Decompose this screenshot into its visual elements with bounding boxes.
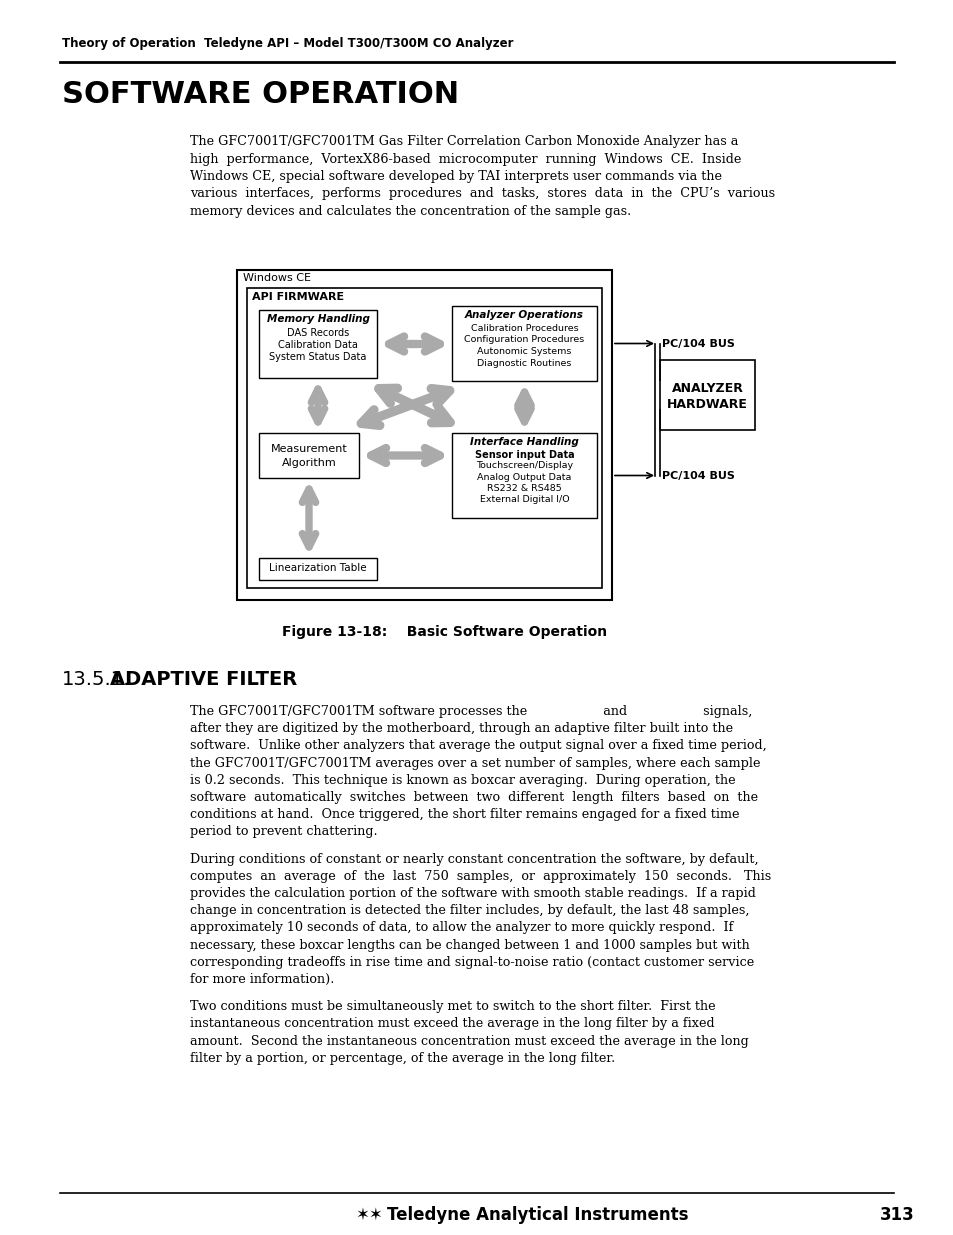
Text: Algorithm: Algorithm: [281, 458, 336, 468]
Bar: [452, 433, 597, 517]
Text: Calibration Procedures: Calibration Procedures: [470, 324, 578, 333]
Text: software.  Unlike other analyzers that average the output signal over a fixed ti: software. Unlike other analyzers that av…: [190, 740, 766, 752]
Text: SOFTWARE OPERATION: SOFTWARE OPERATION: [62, 80, 458, 109]
Text: the GFC7001T/GFC7001TM averages over a set number of samples, where each sample: the GFC7001T/GFC7001TM averages over a s…: [190, 757, 760, 769]
Text: various  interfaces,  performs  procedures  and  tasks,  stores  data  in  the  : various interfaces, performs procedures …: [190, 188, 774, 200]
Text: The GFC7001T/GFC7001TM software processes the                   and             : The GFC7001T/GFC7001TM software processe…: [190, 705, 752, 718]
Text: External Digital I/O: External Digital I/O: [479, 495, 569, 505]
Bar: [247, 288, 601, 588]
Text: RS232 & RS485: RS232 & RS485: [487, 484, 561, 493]
Text: Windows CE, special software developed by TAI interprets user commands via the: Windows CE, special software developed b…: [190, 170, 721, 183]
Text: Calibration Data: Calibration Data: [277, 340, 357, 350]
Text: computes  an  average  of  the  last  750  samples,  or  approximately  150  sec: computes an average of the last 750 samp…: [190, 869, 770, 883]
Bar: [258, 433, 358, 478]
Text: DAS Records: DAS Records: [287, 329, 349, 338]
Text: Analog Output Data: Analog Output Data: [476, 473, 571, 482]
Text: Autonomic Systems: Autonomic Systems: [476, 347, 571, 356]
Text: API FIRMWARE: API FIRMWARE: [252, 291, 344, 303]
Text: amount.  Second the instantaneous concentration must exceed the average in the l: amount. Second the instantaneous concent…: [190, 1035, 748, 1047]
Text: Windows CE: Windows CE: [243, 273, 311, 283]
Text: Interface Handling: Interface Handling: [470, 437, 578, 447]
Text: approximately 10 seconds of data, to allow the analyzer to more quickly respond.: approximately 10 seconds of data, to all…: [190, 921, 733, 935]
Text: ✶✶: ✶✶: [355, 1207, 382, 1224]
Text: Measurement: Measurement: [271, 445, 347, 454]
Text: 313: 313: [879, 1207, 914, 1224]
Text: Linearization Table: Linearization Table: [269, 563, 366, 573]
Text: Configuration Procedures: Configuration Procedures: [464, 336, 584, 345]
Text: period to prevent chattering.: period to prevent chattering.: [190, 825, 377, 839]
Bar: [236, 270, 612, 600]
Text: System Status Data: System Status Data: [269, 352, 366, 362]
Text: PC/104 BUS: PC/104 BUS: [661, 471, 734, 480]
Text: Figure 13-18:    Basic Software Operation: Figure 13-18: Basic Software Operation: [282, 625, 606, 638]
Text: Teledyne Analytical Instruments: Teledyne Analytical Instruments: [387, 1207, 688, 1224]
Text: for more information).: for more information).: [190, 973, 334, 986]
Text: ANALYZER: ANALYZER: [671, 382, 742, 395]
Text: Memory Handling: Memory Handling: [266, 314, 369, 324]
Bar: [258, 558, 376, 580]
Text: Analyzer Operations: Analyzer Operations: [464, 310, 583, 320]
Bar: [452, 306, 597, 382]
Text: Diagnostic Routines: Diagnostic Routines: [476, 358, 571, 368]
Text: corresponding tradeoffs in rise time and signal-to-noise ratio (contact customer: corresponding tradeoffs in rise time and…: [190, 956, 754, 968]
Text: Touchscreen/Display: Touchscreen/Display: [476, 461, 573, 471]
Text: 13.5.1.: 13.5.1.: [62, 671, 131, 689]
Text: is 0.2 seconds.  This technique is known as boxcar averaging.  During operation,: is 0.2 seconds. This technique is known …: [190, 774, 735, 787]
Text: Two conditions must be simultaneously met to switch to the short filter.  First : Two conditions must be simultaneously me…: [190, 1000, 715, 1013]
Text: instantaneous concentration must exceed the average in the long filter by a fixe: instantaneous concentration must exceed …: [190, 1018, 714, 1030]
Text: memory devices and calculates the concentration of the sample gas.: memory devices and calculates the concen…: [190, 205, 631, 219]
Text: Theory of Operation  Teledyne API – Model T300/T300M CO Analyzer: Theory of Operation Teledyne API – Model…: [62, 37, 513, 49]
Text: change in concentration is detected the filter includes, by default, the last 48: change in concentration is detected the …: [190, 904, 749, 918]
Text: Sensor input Data: Sensor input Data: [475, 450, 574, 459]
Text: necessary, these boxcar lengths can be changed between 1 and 1000 samples but wi: necessary, these boxcar lengths can be c…: [190, 939, 749, 952]
Bar: [258, 310, 376, 378]
Text: ADAPTIVE FILTER: ADAPTIVE FILTER: [110, 671, 297, 689]
Text: software  automatically  switches  between  two  different  length  filters  bas: software automatically switches between …: [190, 790, 758, 804]
Text: HARDWARE: HARDWARE: [666, 398, 747, 411]
Text: PC/104 BUS: PC/104 BUS: [661, 338, 734, 348]
Text: conditions at hand.  Once triggered, the short filter remains engaged for a fixe: conditions at hand. Once triggered, the …: [190, 808, 739, 821]
Text: filter by a portion, or percentage, of the average in the long filter.: filter by a portion, or percentage, of t…: [190, 1052, 615, 1065]
Text: During conditions of constant or nearly constant concentration the software, by : During conditions of constant or nearly …: [190, 852, 758, 866]
Bar: [659, 359, 754, 430]
Text: high  performance,  VortexX86-based  microcomputer  running  Windows  CE.  Insid: high performance, VortexX86-based microc…: [190, 152, 740, 165]
Text: The GFC7001T/GFC7001TM Gas Filter Correlation Carbon Monoxide Analyzer has a: The GFC7001T/GFC7001TM Gas Filter Correl…: [190, 135, 738, 148]
Text: provides the calculation portion of the software with smooth stable readings.  I: provides the calculation portion of the …: [190, 887, 755, 900]
Text: after they are digitized by the motherboard, through an adaptive filter built in: after they are digitized by the motherbo…: [190, 722, 732, 735]
